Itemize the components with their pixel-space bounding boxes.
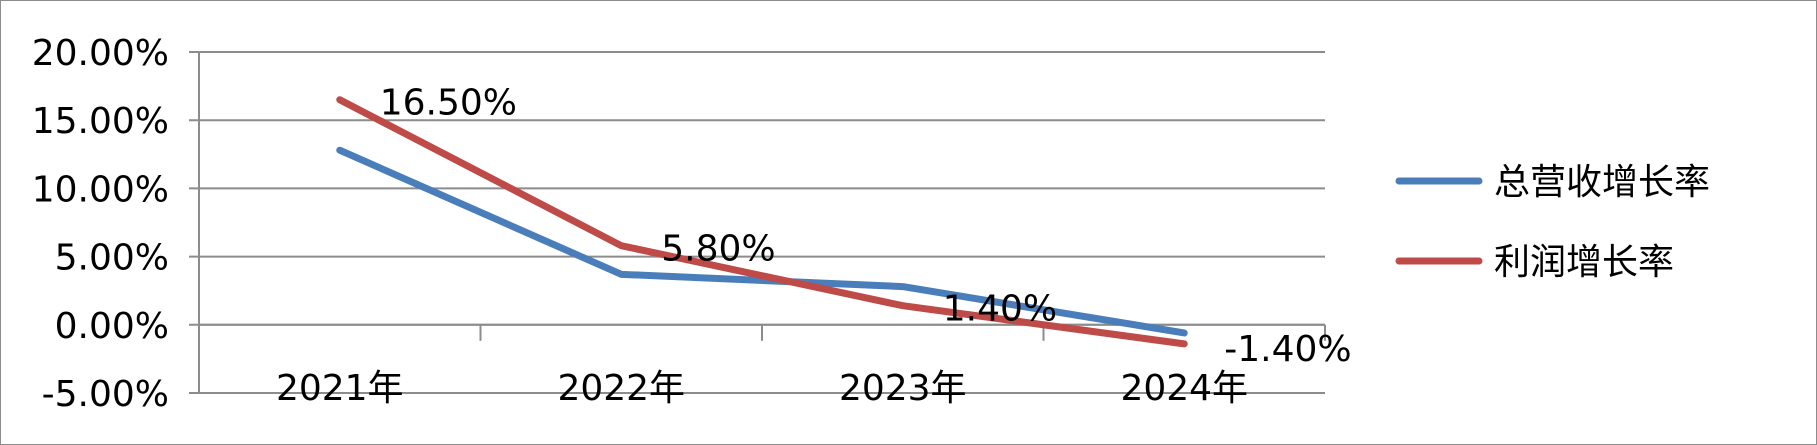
series-point [338, 148, 342, 152]
series-point [619, 244, 623, 248]
x-axis-tick-labels: 2021年 2022年 2023年 2024年 [276, 368, 1248, 409]
data-label: 16.50% [380, 83, 517, 124]
y-tick-label: 5.00% [55, 238, 169, 279]
y-tick-label: 20.00% [32, 33, 169, 74]
y-tick-label: 0.00% [55, 306, 169, 347]
data-label: 5.80% [661, 229, 775, 270]
y-tick-label: -5.00% [42, 374, 169, 415]
y-axis-tick-labels: 20.00% 15.00% 10.00% 5.00% 0.00% -5.00% [32, 33, 169, 415]
data-labels: 16.50% 5.80% 1.40% -1.40% [380, 83, 1352, 370]
series-line-1 [336, 146, 1188, 337]
data-label: 1.40% [943, 289, 1057, 330]
x-tick-label: 2022年 [557, 368, 685, 409]
series-point [619, 272, 623, 276]
x-tick-label: 2024年 [1120, 368, 1248, 409]
legend-label: 总营收增长率 [1494, 162, 1710, 203]
x-tick-label: 2023年 [839, 368, 967, 409]
series-point [1182, 342, 1186, 346]
series-point [901, 285, 905, 289]
series-point [338, 98, 342, 102]
series-point [1182, 331, 1186, 335]
series-line-2 [336, 96, 1188, 348]
series-point [901, 304, 905, 308]
data-label: -1.40% [1224, 329, 1351, 370]
legend-label: 利润增长率 [1494, 242, 1674, 283]
series-lines [336, 96, 1188, 348]
x-tick-label: 2021年 [276, 368, 404, 409]
y-tick-label: 10.00% [32, 169, 169, 210]
y-tick-label: 15.00% [32, 101, 169, 142]
